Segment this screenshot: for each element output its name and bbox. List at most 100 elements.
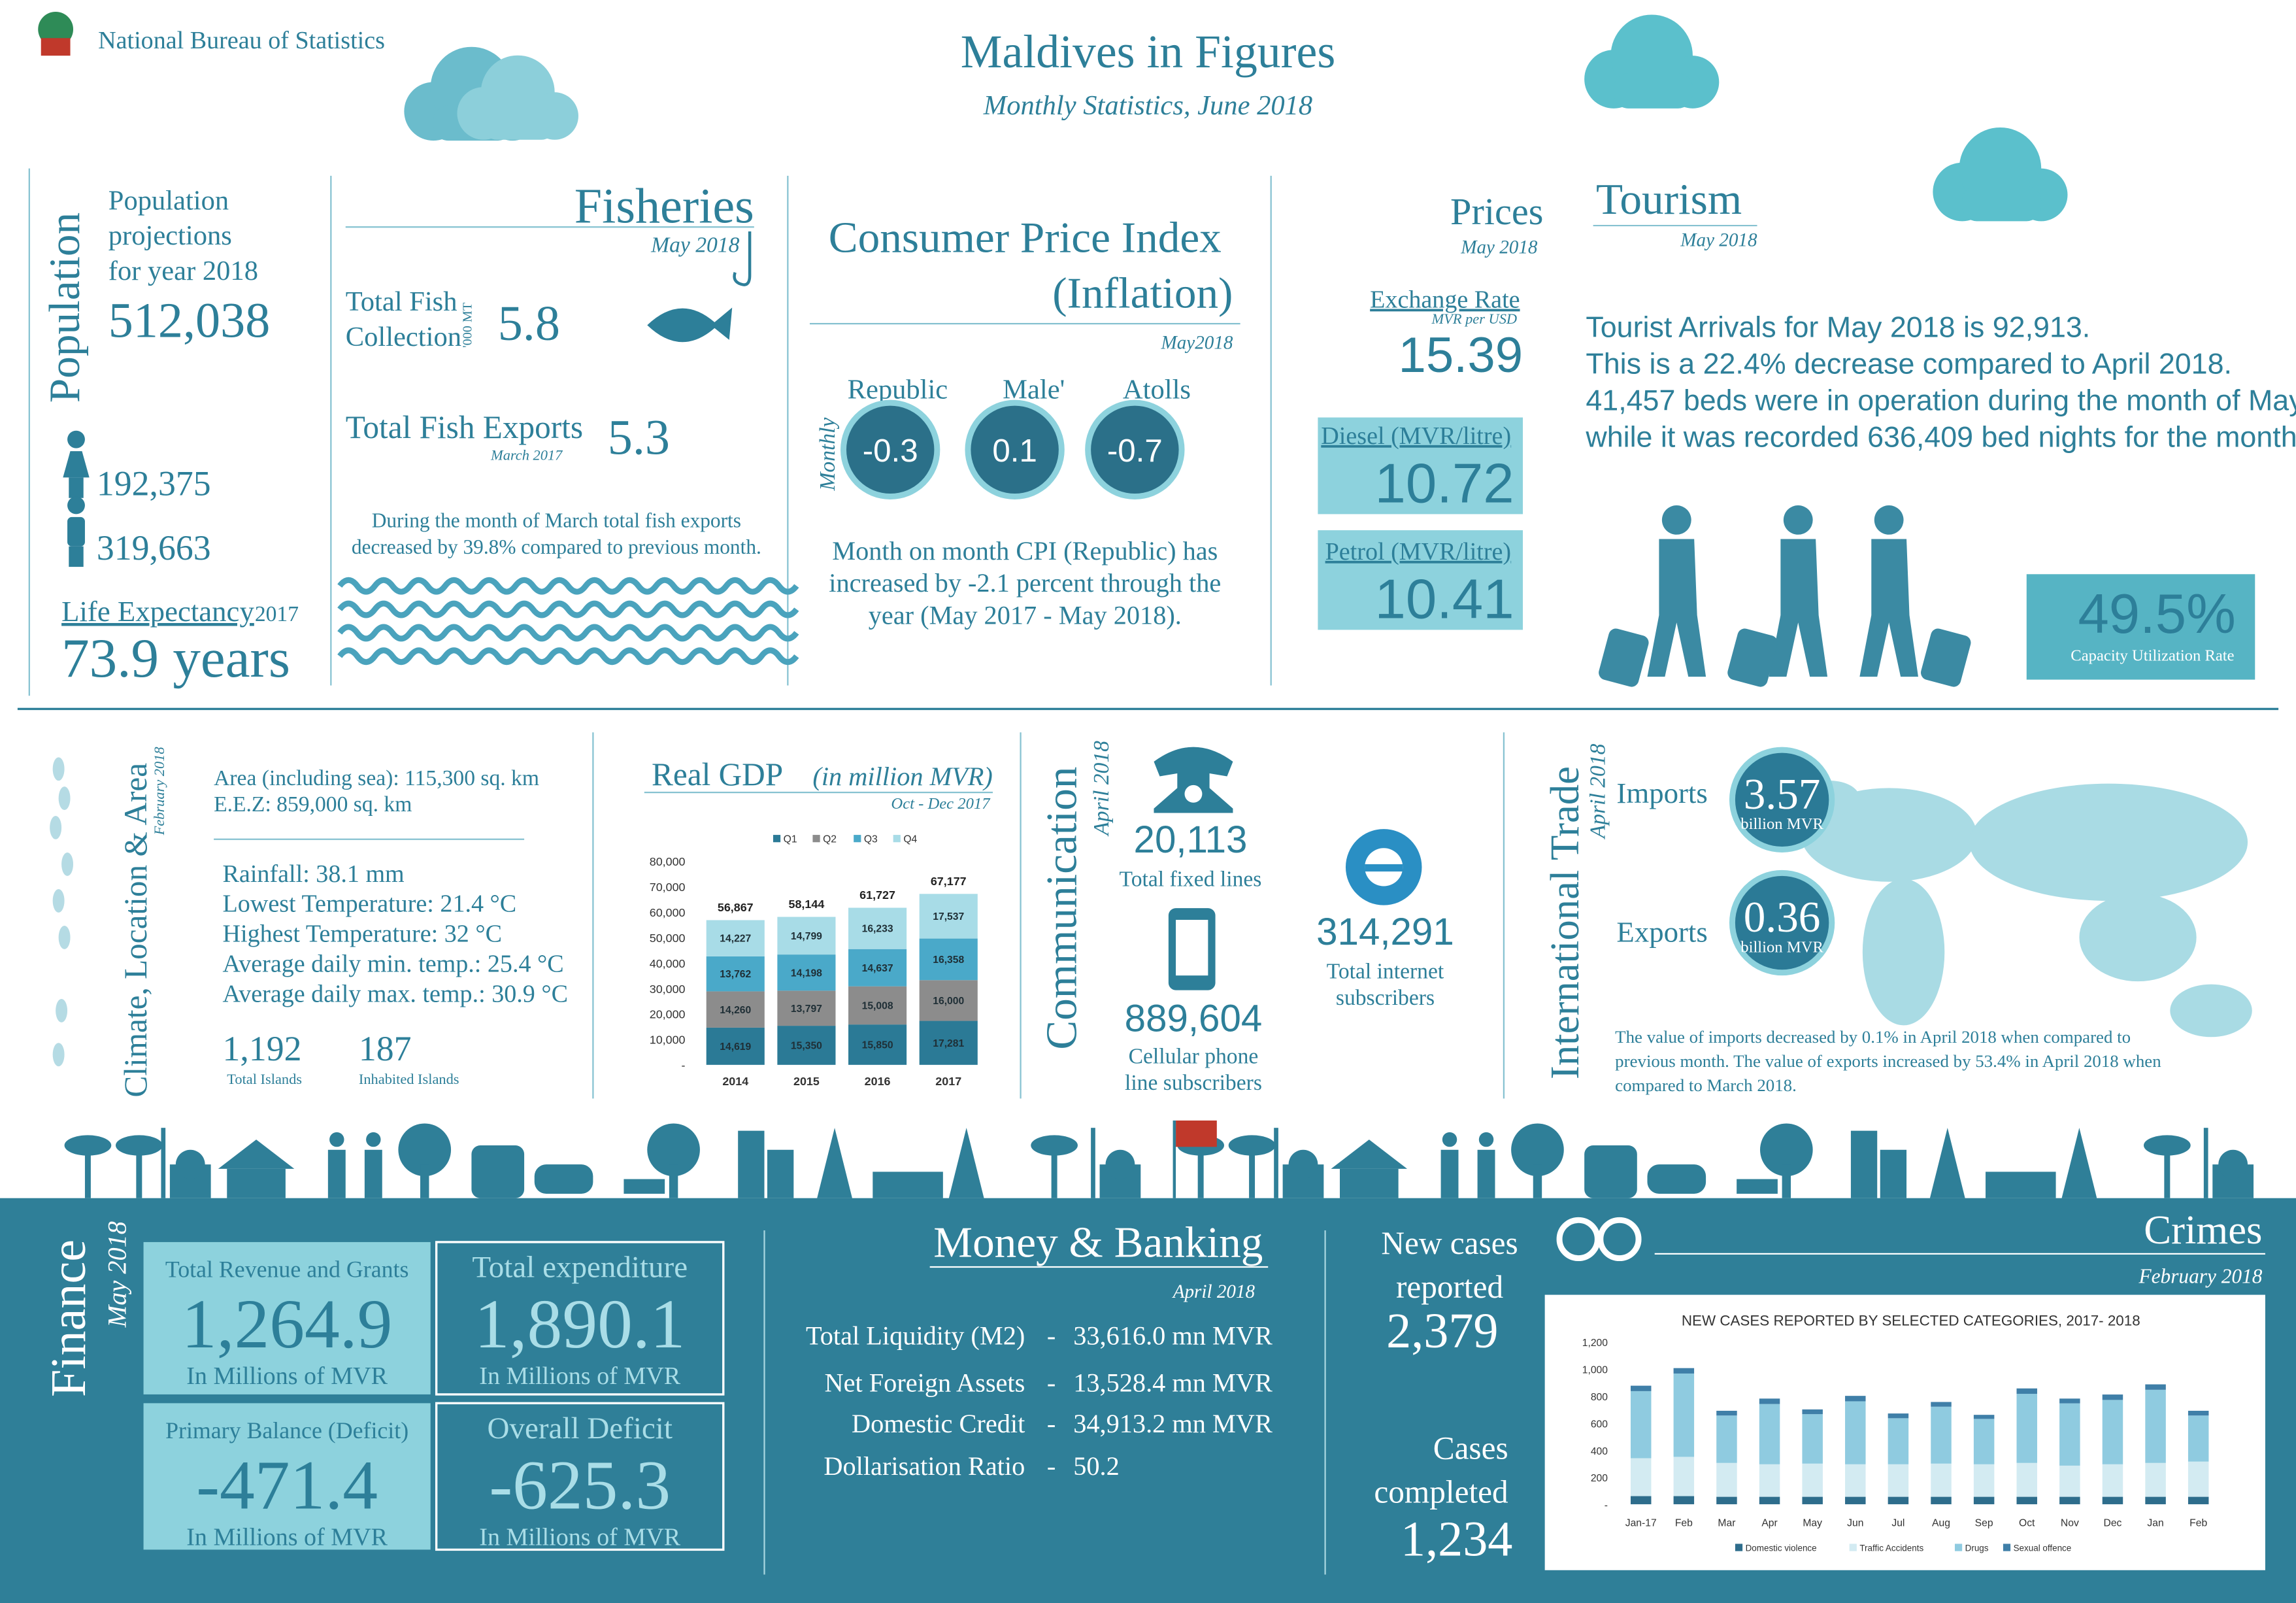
text: This is a 22.4% decrease compared to Apr… [1586,347,2232,380]
fish-icon [647,307,733,343]
date: February 2018 [151,747,167,835]
bar-segment [1673,1457,1695,1496]
label: Total Revenue and Grants [165,1257,409,1283]
traveller [1783,505,1813,535]
skyline-person [327,1149,346,1198]
value: 1,264.9 [182,1285,393,1363]
heading: International Trade [1542,766,1588,1079]
bar-segment [1716,1415,1737,1463]
skyline-person [366,1132,381,1147]
life-expectancy-value: 73.9 years [61,628,290,689]
petrol-value: 10.41 [1375,568,1514,630]
cellular-label: line subscribers [1125,1071,1262,1095]
diesel-label: Diesel (MVR/litre) [1321,422,1511,450]
bar-segment [1716,1496,1737,1504]
organization: National Bureau of Statistics [98,27,385,54]
weather: Rainfall: 38.1 mm [223,860,405,888]
value: -471.4 [196,1447,378,1525]
bar-segment [1888,1413,1909,1419]
y-tick-label: 10,000 [650,1034,686,1047]
x-tick-label: 2014 [722,1075,748,1088]
skyline-person [1440,1149,1459,1198]
legend-label: Q4 [903,834,917,845]
exports-label: Exports [1616,916,1707,949]
skyline-bus [1584,1145,1637,1198]
skyline-person [1442,1132,1457,1147]
bar-segment [848,907,907,949]
cloud [483,108,555,140]
skyline-tree [1782,1164,1791,1198]
y-tick-label: 40,000 [650,957,686,970]
weather: Lowest Temperature: 21.4 °C [223,890,517,918]
bar-segment [777,1026,836,1065]
note: year (May 2017 - May 2018). [869,600,1182,630]
value: -0.7 [1107,433,1163,469]
y-tick-label: 20,000 [650,1008,686,1021]
value-label: 17,281 [933,1038,964,1049]
bar-segment [777,917,836,955]
x-tick-label: Feb [1675,1518,1693,1529]
skyline-mosque [175,1149,205,1179]
area: Area (including sea): 115,300 sq. km [214,766,539,790]
skyline-person [1478,1132,1494,1147]
bar-segment [1888,1496,1909,1504]
person-icon [69,546,84,567]
heading: Finance [41,1240,96,1397]
y-tick-label: 200 [1591,1473,1608,1484]
skyline-mosque [1105,1149,1135,1179]
x-tick-label: Jan-17 [1625,1518,1657,1529]
bar-segment [2102,1496,2123,1504]
projection-label: for year 2018 [108,256,258,286]
legend-swatch [812,835,820,843]
unit: In Millions of MVR [186,1524,388,1551]
traveller [1661,505,1691,535]
total-label: 67,177 [931,875,967,888]
bar-segment [2145,1462,2166,1497]
skyline-bridge [873,1172,943,1198]
bar-segment [919,894,978,939]
person-icon [67,496,85,515]
finance-box [143,1241,431,1394]
world-map [2079,893,2197,982]
note: The value of imports decreased by 0.1% i… [1615,1027,2131,1047]
x-tick-label: Oct [2019,1518,2035,1529]
bar-segment [2145,1389,2166,1463]
bar-segment [1888,1464,1909,1497]
bar-segment [919,938,978,981]
exports-label: Total Fish Exports [346,409,583,445]
legend-swatch [1954,1544,1963,1551]
internet: 314,291 [1316,911,1454,953]
rows: 13,528.4 mn MVR [1073,1368,1273,1397]
separator: - [1047,1321,1056,1351]
total-label: 58,144 [789,898,825,911]
x-tick-label: 2015 [793,1075,820,1088]
skyline-palm [1051,1149,1057,1198]
fixed-lines: 20,113 [1134,818,1248,861]
world-map [1862,879,1945,1026]
rows: Net Foreign Assets [824,1368,1025,1397]
skyline-tree [669,1164,678,1198]
mobile-icon [1176,920,1208,976]
separator: - [1047,1409,1056,1438]
y-tick-label: 60,000 [650,906,686,919]
x-tick-label: Dec [2104,1518,2122,1529]
bar-segment [1630,1496,1652,1504]
life-expectancy-label: Life Expectancy [61,595,254,628]
skyline-tree [647,1123,700,1177]
traveller [1769,539,1828,677]
bar-segment [2145,1496,2166,1504]
skyline-tower [948,1128,984,1198]
bar-segment [1888,1418,1909,1464]
island [61,852,74,876]
collection-label: Total Fish [346,286,458,317]
bar-segment [1845,1396,1866,1402]
exports-unit: billion MVR [1740,938,1823,956]
skyline-car [1647,1164,1706,1194]
value-label: 13,797 [791,1004,822,1015]
rows: 34,913.2 mn MVR [1073,1409,1273,1438]
bar-segment [1973,1415,1995,1419]
imports-label: Imports [1616,777,1707,809]
skyline-bridge [1986,1172,2056,1198]
x-tick-label: 2017 [935,1075,961,1088]
x-tick-label: Feb [2189,1518,2207,1529]
